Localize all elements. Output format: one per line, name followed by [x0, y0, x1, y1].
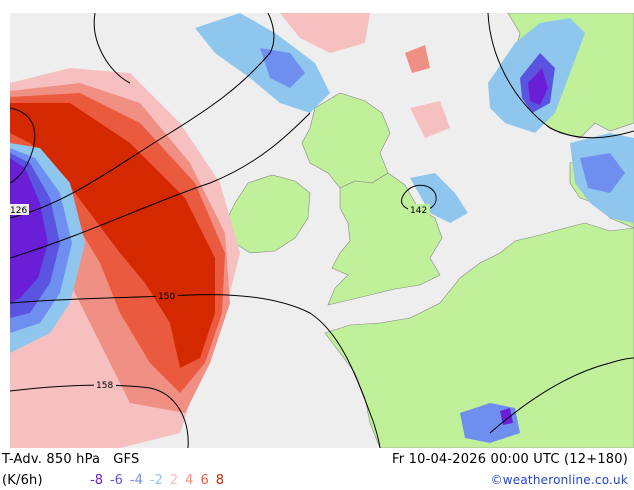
contour-inner-low	[10, 107, 36, 184]
contour-label-158: 158	[96, 381, 113, 391]
cold-adv-8-west	[10, 158, 48, 303]
contour-150	[10, 294, 381, 448]
contour-126	[10, 13, 275, 219]
contour-label-142: 142	[410, 206, 427, 216]
legend-item: 8	[215, 473, 224, 488]
map-panel: 126 142 150 158	[10, 13, 634, 448]
contour-alps	[489, 357, 634, 434]
units-label: (K/6h)	[2, 473, 43, 488]
legend-item: -6	[109, 473, 123, 488]
valid-time: Fr 10-04-2026 00:00 UTC (12+180)	[392, 452, 628, 467]
warm-patch-a	[280, 13, 370, 53]
legend-item: 6	[200, 473, 209, 488]
legend-item: 4	[185, 473, 194, 488]
color-legend: -8 -6 -4 -2 2 4 6 8	[90, 473, 224, 488]
warm-adv-8	[10, 103, 215, 368]
legend-item: -8	[90, 473, 103, 488]
cold-adv-scand-core	[528, 68, 548, 105]
chart-title: T-Adv. 850 hPa GFS	[2, 452, 140, 467]
cold-adv-baltic-inner	[580, 153, 625, 193]
legend-item: -2	[149, 473, 163, 488]
contour-scand	[487, 13, 634, 139]
legend-item: 2	[169, 473, 179, 488]
warm-patch-b	[405, 45, 430, 73]
map-svg: 126 142 150 158	[10, 13, 634, 448]
contour-label-126: 126	[10, 206, 27, 216]
land-continent	[324, 222, 634, 448]
warm-patch-c	[410, 101, 450, 138]
contour-label-150: 150	[158, 292, 175, 302]
contour-142-loop	[401, 184, 437, 212]
cold-adv-north	[195, 13, 330, 113]
contour-158	[10, 384, 189, 448]
contour-labels: 126 142 150 158	[10, 204, 430, 391]
contour-mid	[10, 112, 311, 259]
contour-lines	[10, 13, 634, 448]
cold-adv-north-inner	[260, 48, 305, 88]
cold-adv-alps-core	[500, 408, 513, 425]
credit-link[interactable]: ©weatheronline.co.uk	[490, 473, 628, 487]
legend-item: -4	[129, 473, 143, 488]
contour-north-a	[93, 13, 131, 84]
